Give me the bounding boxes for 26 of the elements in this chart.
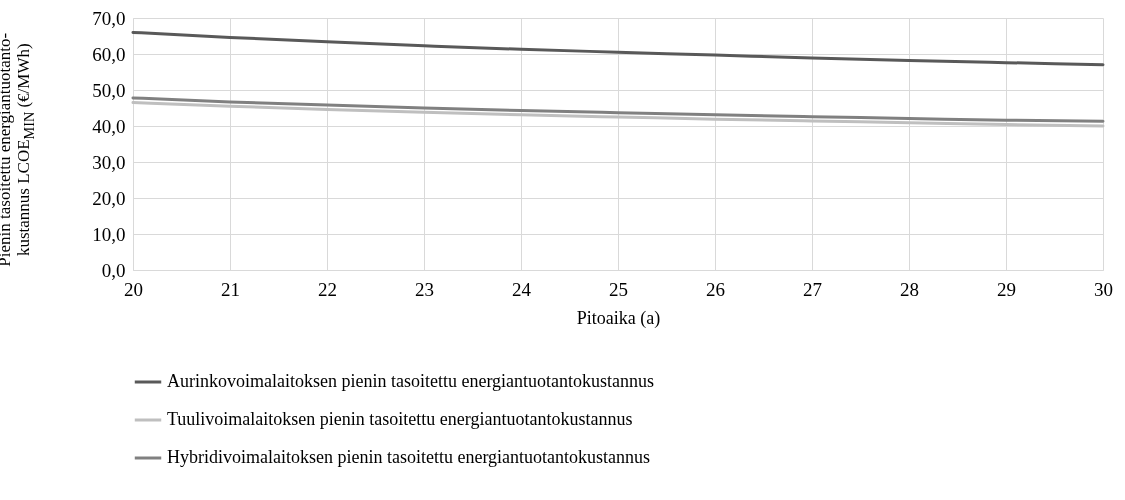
x-tick-label: 23 bbox=[415, 278, 434, 300]
line-series bbox=[131, 96, 1105, 123]
y-tick-label: 0,0 bbox=[101, 259, 126, 281]
y-tick-label: 50,0 bbox=[92, 79, 126, 101]
line-series bbox=[131, 101, 1105, 128]
y-tick-label: 10,0 bbox=[92, 223, 126, 245]
legend-label: Tuulivoimalaitoksen pienin tasoitettu energiantuotantokustannus bbox=[167, 409, 633, 429]
y-tick-label: 60,0 bbox=[92, 43, 126, 65]
x-tick-label: 28 bbox=[900, 278, 919, 300]
legend-label: Hybridivoimalaitoksen pienin tasoitettu energiantuotantokustannus bbox=[167, 447, 651, 467]
x-tick-label: 21 bbox=[221, 278, 240, 300]
x-tick-label: 24 bbox=[512, 278, 532, 300]
line-series bbox=[131, 30, 1105, 67]
x-tick-label: 25 bbox=[609, 278, 628, 300]
y-tick-label: 40,0 bbox=[92, 115, 126, 137]
y-tick-label: 30,0 bbox=[92, 151, 126, 173]
x-tick-label: 30 bbox=[1094, 278, 1113, 300]
x-axis-title: Pitoaika (a) bbox=[576, 307, 661, 329]
x-tick-label: 22 bbox=[318, 278, 337, 300]
legend-label: Aurinkovoimalaitoksen pienin tasoitettu energiantuotantokustannus bbox=[167, 371, 655, 391]
x-tick-label: 20 bbox=[124, 278, 143, 300]
x-tick-label: 27 bbox=[803, 278, 822, 300]
y-tick-label: 20,0 bbox=[92, 187, 126, 209]
x-tick-label: 26 bbox=[706, 278, 725, 300]
y-tick-label: 70,0 bbox=[92, 7, 126, 29]
x-tick-label: 29 bbox=[997, 278, 1016, 300]
